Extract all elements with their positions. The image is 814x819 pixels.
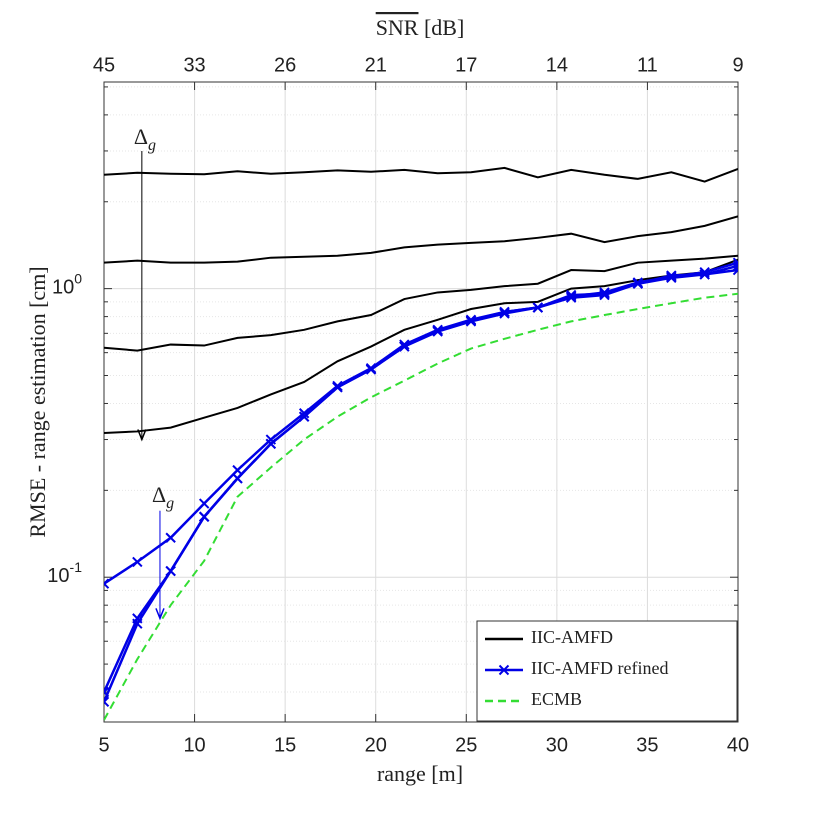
x-tick-label: 20: [365, 734, 387, 756]
x-tick-label: 40: [727, 734, 749, 756]
marker: [132, 618, 143, 629]
x2-tick-label: 9: [732, 54, 743, 76]
marker: [132, 556, 143, 568]
marker: [365, 364, 377, 375]
marker: [265, 438, 277, 449]
legend-label: IIC-AMFD refined: [531, 658, 668, 678]
marker: [432, 325, 443, 336]
y-axis-label: RMSE - range estimation [cm]: [25, 266, 50, 537]
x-tick-label: 5: [98, 734, 109, 756]
annotation: Δg: [134, 124, 156, 154]
x2-tick-label: 17: [455, 54, 477, 76]
series-line: [104, 261, 738, 703]
annotation-arrowhead: [137, 429, 147, 442]
marker: [565, 291, 577, 302]
marker: [165, 565, 176, 577]
y-tick-exp: -1: [70, 559, 83, 575]
marker: [104, 578, 110, 589]
x2-tick-label: 14: [546, 54, 568, 76]
x2-tick-label: 33: [183, 54, 205, 76]
marker: [399, 341, 410, 352]
marker: [499, 306, 510, 318]
series-line: [104, 215, 738, 264]
marker: [465, 315, 477, 326]
marker: [232, 473, 243, 484]
marker: [699, 267, 710, 278]
x2-axis-label-rest: [dB]: [418, 15, 464, 40]
series-line: [104, 254, 738, 352]
x2-tick-label: 26: [274, 54, 296, 76]
x-tick-label: 25: [455, 734, 477, 756]
y-tick-base: 10: [52, 277, 74, 299]
x-axis-label: range [m]: [377, 761, 463, 786]
series-line: [104, 258, 738, 435]
x2-axis-label-overline: SNR: [376, 15, 419, 40]
y-tick-label: 10-1: [47, 559, 82, 588]
annotation-sub: g: [148, 137, 156, 154]
legend-label: IIC-AMFD: [531, 627, 613, 647]
series-line: [104, 292, 738, 721]
marker: [599, 287, 610, 298]
marker: [298, 411, 310, 422]
marker: [732, 257, 738, 268]
x-tick-label: 10: [183, 734, 205, 756]
y-tick-base: 10: [47, 565, 69, 587]
y-tick-exp: 0: [74, 270, 82, 286]
x2-tick-label: 11: [637, 54, 658, 76]
marker: [165, 532, 176, 543]
legend-marker: [498, 664, 510, 676]
annotation-base: Δ: [134, 124, 148, 149]
marker: [298, 408, 310, 419]
marker: [232, 464, 243, 476]
marker: [632, 277, 644, 288]
marker: [532, 302, 544, 313]
marker: [198, 498, 210, 509]
annotation-arrowhead: [155, 608, 165, 621]
plot-frame: [103, 81, 739, 723]
marker: [198, 511, 210, 522]
x2-tick-label: 21: [365, 54, 387, 76]
annotation-sub: g: [166, 494, 174, 511]
marker: [104, 696, 110, 708]
x-tick-label: 35: [636, 734, 658, 756]
x-tick-label: 15: [274, 734, 296, 756]
y-tick-label: 100: [52, 270, 82, 299]
marker: [332, 382, 343, 393]
series-line: [104, 268, 738, 585]
plot-area: [104, 166, 738, 721]
x2-tick-label: 45: [93, 54, 115, 76]
legend-label: ECMB: [531, 689, 582, 709]
x-tick-label: 30: [546, 734, 568, 756]
annotation: Δg: [152, 482, 174, 512]
series-line: [104, 166, 738, 183]
annotation-base: Δ: [152, 482, 166, 507]
x2-axis-label: SNR [dB]: [376, 15, 465, 40]
marker: [666, 271, 677, 282]
